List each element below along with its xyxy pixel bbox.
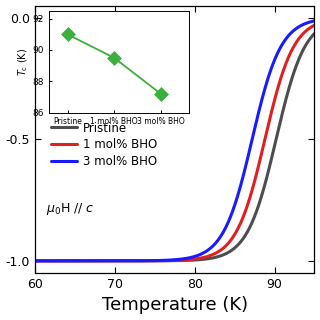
Pristine	[203, 257, 206, 261]
Pristine	[313, 32, 316, 36]
Pristine	[195, 258, 199, 262]
1 mol% BHO	[313, 23, 316, 27]
1 mol% BHO	[245, 205, 249, 209]
Line: Pristine: Pristine	[35, 34, 315, 261]
Pristine	[245, 231, 249, 235]
1 mol% BHO	[33, 259, 37, 263]
Pristine	[33, 259, 37, 263]
1 mol% BHO	[203, 255, 206, 259]
Pristine	[50, 259, 54, 263]
1 mol% BHO	[195, 257, 199, 260]
3 mol% BHO	[274, 56, 277, 60]
3 mol% BHO	[313, 19, 316, 23]
3 mol% BHO	[203, 250, 206, 254]
3 mol% BHO	[245, 159, 249, 163]
Line: 3 mol% BHO: 3 mol% BHO	[35, 21, 315, 261]
1 mol% BHO	[50, 259, 54, 263]
Line: 1 mol% BHO: 1 mol% BHO	[35, 25, 315, 261]
X-axis label: Temperature (K): Temperature (K)	[102, 296, 248, 315]
3 mol% BHO	[33, 259, 37, 263]
Legend: Pristine, 1 mol% BHO, 3 mol% BHO: Pristine, 1 mol% BHO, 3 mol% BHO	[46, 117, 162, 172]
Text: $\mu_0$H // $c$: $\mu_0$H // $c$	[46, 201, 95, 217]
Pristine	[274, 140, 277, 143]
Pristine	[211, 256, 215, 260]
3 mol% BHO	[50, 259, 54, 263]
1 mol% BHO	[274, 94, 277, 98]
3 mol% BHO	[211, 244, 215, 248]
1 mol% BHO	[211, 252, 215, 256]
3 mol% BHO	[195, 254, 199, 258]
